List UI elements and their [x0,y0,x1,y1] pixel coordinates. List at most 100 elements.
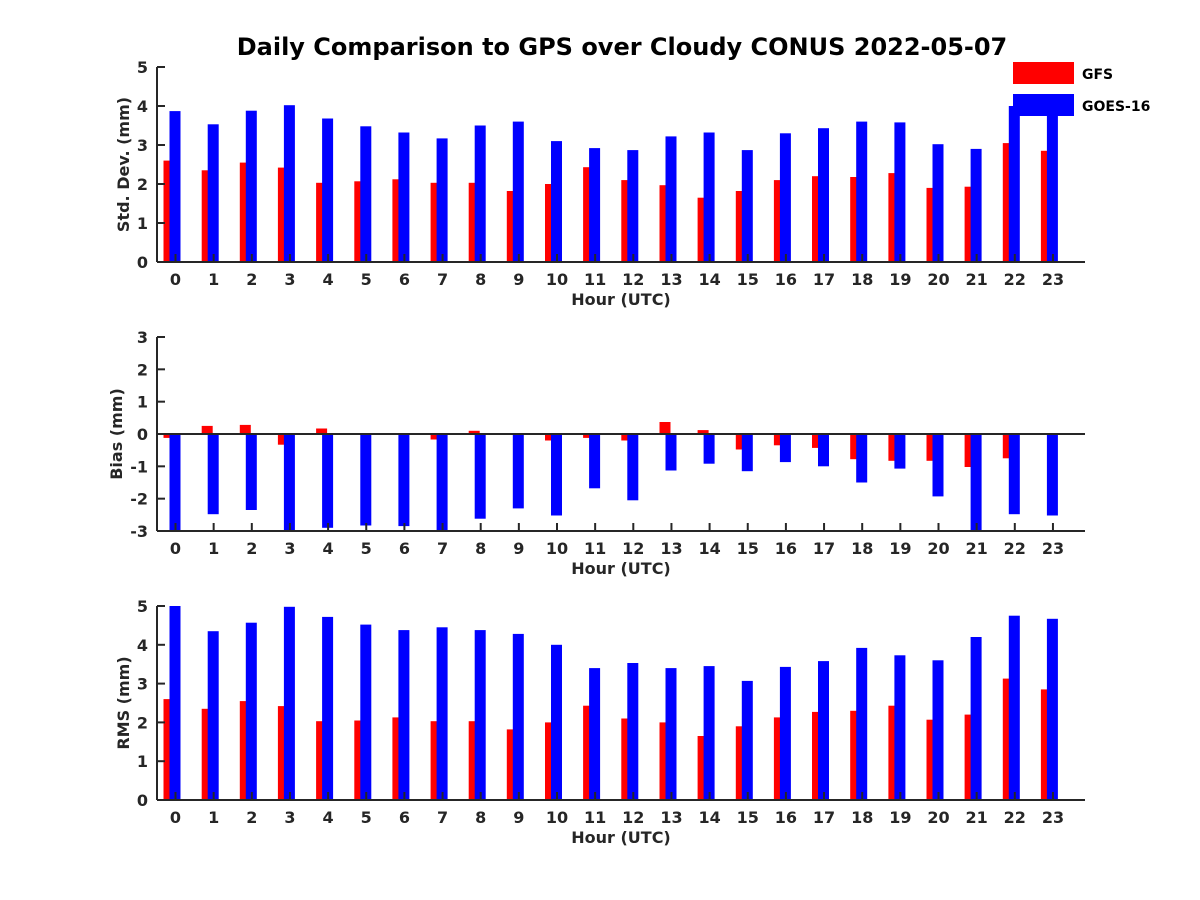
x-tick-label: 20 [927,539,949,558]
bar-goes-16-hour-23 [1046,618,1058,800]
bar-gfs-hour-18 [850,710,862,800]
y-tick-label: 2 [137,360,148,379]
bar-gfs-hour-3 [277,434,289,445]
x-tick-label: 5 [361,808,372,827]
bar-goes-16-hour-17 [818,128,829,262]
legend-label-gfs: GFS [1082,67,1113,83]
x-tick-label: 1 [208,270,219,289]
bar-goes-16-hour-21 [970,637,982,800]
bar-goes-16-hour-0 [169,434,181,531]
bar-gfs-hour-16 [773,434,785,446]
bar-gfs-hour-14 [697,430,709,434]
bar-gfs-hour-11 [583,434,595,438]
x-tick-label: 12 [622,808,644,827]
x-tick-label: 13 [660,808,682,827]
bar-goes-16-hour-7 [436,627,448,800]
bar-gfs-hour-21 [964,714,976,800]
bar-gfs-hour-7 [430,721,442,800]
x-axis-label: Hour (UTC) [571,559,671,578]
y-tick-label: 0 [137,425,148,444]
bar-gfs-hour-10 [545,434,556,441]
bar-goes-16-hour-19 [894,655,906,800]
bar-goes-16-hour-16 [779,434,791,463]
bar-gfs-hour-20 [926,434,938,461]
series-gfs [163,678,1052,800]
x-tick-label: 22 [1004,808,1026,827]
bar-goes-16-hour-15 [741,680,753,800]
bar-goes-16-hour-15 [741,150,753,262]
bar-goes-16-hour-16 [779,666,791,800]
x-tick-label: 10 [546,270,568,289]
bar-goes-16-hour-19 [894,434,906,469]
x-tick-label: 7 [437,808,448,827]
bar-gfs-hour-2 [239,701,251,800]
x-tick-label: 16 [775,270,797,289]
x-tick-label: 2 [246,808,257,827]
x-tick-label: 0 [170,539,181,558]
x-tick-label: 23 [1042,539,1064,558]
x-tick-label: 20 [927,270,949,289]
bar-goes-16-hour-4 [322,616,334,800]
bar-goes-16-hour-4 [322,434,334,528]
bar-gfs-hour-22 [1002,434,1014,459]
bar-gfs-hour-21 [964,186,976,262]
x-tick-label: 11 [584,539,606,558]
x-tick-label: 4 [323,539,334,558]
bar-goes-16-hour-3 [283,606,295,800]
x-tick-label: 21 [966,808,988,827]
series-goes-16 [169,105,1058,263]
x-tick-label: 7 [437,539,448,558]
x-tick-label: 8 [475,808,486,827]
x-tick-label: 4 [323,808,334,827]
bar-goes-16-hour-10 [551,141,562,262]
y-tick-label: -1 [130,457,148,476]
bar-goes-16-hour-2 [245,110,257,262]
bar-goes-16-hour-14 [703,132,715,262]
x-axis-label: Hour (UTC) [571,290,671,309]
bar-gfs-hour-12 [621,180,633,262]
bar-goes-16-hour-5 [360,126,372,262]
x-tick-label: 3 [284,539,295,558]
x-tick-label: 23 [1042,808,1064,827]
y-axis-label: Std. Dev. (mm) [114,97,133,232]
x-tick-label: 5 [361,539,372,558]
x-tick-label: 15 [737,539,759,558]
bar-goes-16-hour-6 [398,630,410,800]
bar-gfs-hour-0 [163,160,175,262]
x-tick-label: 3 [284,808,295,827]
bar-goes-16-hour-9 [512,434,524,509]
y-tick-label: 4 [137,97,148,116]
bar-gfs-hour-23 [1040,150,1052,262]
y-tick-label: -2 [130,490,148,509]
y-tick-label: 3 [137,328,148,347]
x-tick-label: 18 [851,808,873,827]
bar-goes-16-hour-19 [894,122,906,263]
y-tick-label: 2 [137,175,148,194]
bar-gfs-hour-1 [201,708,213,800]
series-goes-16 [169,434,1058,531]
x-tick-label: 8 [475,270,486,289]
y-tick-label: 4 [137,636,148,655]
bar-gfs-hour-18 [850,434,862,460]
bar-gfs-hour-3 [277,706,289,800]
x-tick-label: 17 [813,808,835,827]
bar-gfs-hour-13 [659,422,671,434]
bar-goes-16-hour-3 [283,105,295,262]
bar-gfs-hour-2 [239,162,251,262]
x-tick-label: 9 [513,270,524,289]
bar-gfs-hour-4 [316,721,328,800]
bar-goes-16-hour-11 [589,668,601,800]
y-tick-label: 2 [137,713,148,732]
bar-gfs-hour-13 [659,722,671,800]
legend-label-goes-16: GOES-16 [1082,99,1150,115]
y-tick-label: 1 [137,752,148,771]
bar-goes-16-hour-2 [245,622,257,800]
bar-goes-16-hour-12 [627,663,639,800]
bar-gfs-hour-7 [430,182,442,262]
x-tick-label: 16 [775,539,797,558]
bar-goes-16-hour-3 [283,434,295,530]
bar-goes-16-hour-8 [474,630,486,800]
x-tick-label: 13 [660,270,682,289]
